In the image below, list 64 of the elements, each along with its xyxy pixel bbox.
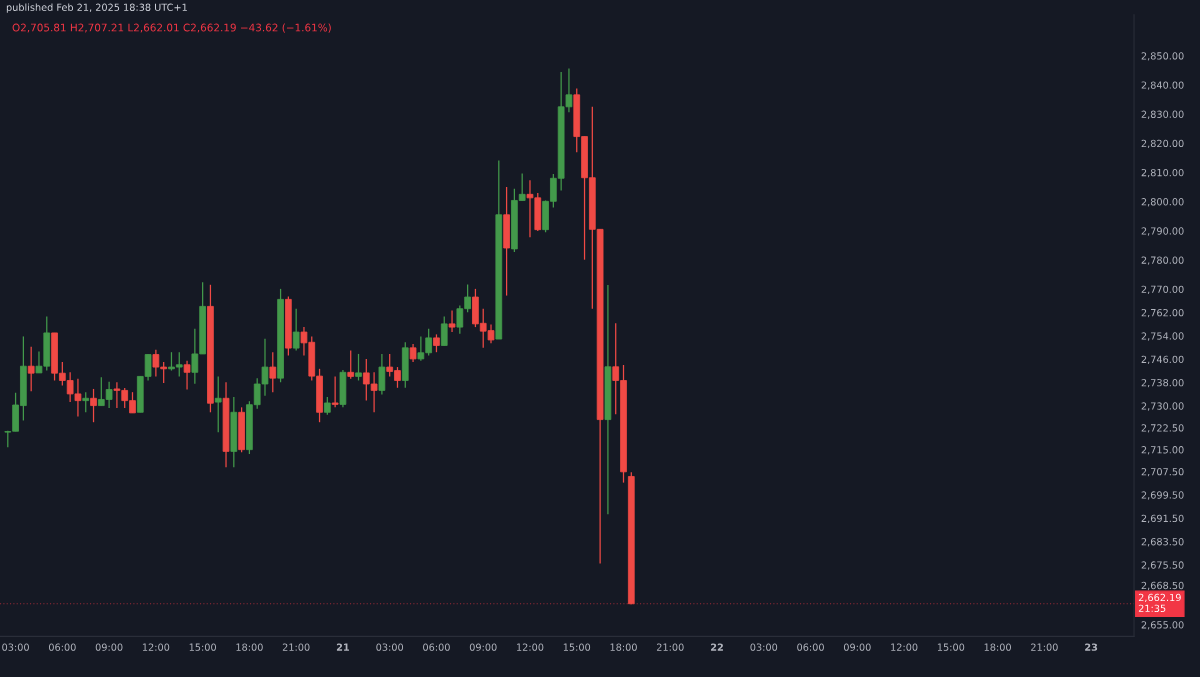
candlestick — [355, 353, 362, 382]
x-tick-label: 15:00 — [563, 643, 591, 651]
x-tick-label: 15:00 — [937, 643, 965, 651]
y-tick-label: 2,675.50 — [1141, 561, 1184, 570]
y-tick-label: 2,850.00 — [1141, 52, 1184, 61]
candlestick — [214, 375, 222, 433]
y-tick-label: 2,738.00 — [1141, 379, 1184, 388]
x-tick-label: 03:00 — [2, 643, 29, 651]
candlestick — [269, 351, 277, 393]
x-tick-label: 06:00 — [423, 643, 450, 651]
x-tick-label: 12:00 — [517, 643, 544, 651]
x-tick-label: 15:00 — [189, 643, 216, 651]
y-tick-label: 2,820.00 — [1141, 139, 1184, 149]
candlestick — [27, 346, 35, 392]
candlestick — [409, 343, 417, 363]
x-tick-label: 09:00 — [843, 643, 871, 651]
x-tick-label: 09:00 — [469, 643, 497, 651]
y-tick-label: 2,668.50 — [1141, 581, 1184, 591]
y-tick-label: 2,730.00 — [1141, 402, 1184, 411]
x-tick-label: 23 — [1085, 643, 1098, 651]
x-tick-label: 12:00 — [142, 643, 170, 651]
candlestick — [347, 349, 355, 380]
candlestick — [90, 388, 97, 423]
x-tick-label: 12:00 — [891, 643, 918, 651]
y-tick-label: 2,780.00 — [1141, 256, 1184, 265]
ref-line-label: 2,662.19 21:35 — [1138, 593, 1181, 612]
x-tick-label: 18:00 — [610, 643, 637, 651]
candlestick — [292, 308, 300, 352]
y-tick-label: 2,707.50 — [1141, 468, 1184, 477]
y-tick-label: 2,691.50 — [1141, 514, 1184, 524]
x-tick-label: 09:00 — [95, 643, 123, 651]
x-tick-label: 21 — [336, 643, 350, 651]
x-tick-label: 03:00 — [376, 643, 404, 651]
x-tick-label: 21:00 — [282, 643, 310, 651]
x-tick-label: 21:00 — [656, 643, 684, 651]
x-tick-label: 06:00 — [797, 643, 824, 651]
x-tick-label: 03:00 — [750, 643, 778, 651]
y-tick-label: 2,800.00 — [1141, 198, 1184, 207]
y-tick-label: 2,722.50 — [1141, 424, 1184, 433]
candlestick — [82, 391, 90, 413]
y-tick-label: 2,715.00 — [1141, 446, 1184, 455]
x-tick-label: 18:00 — [236, 643, 263, 651]
y-tick-label: 2,770.00 — [1141, 285, 1184, 294]
candlestick — [183, 360, 191, 391]
text: published Feb 21, 2025 18:38 UTC+1 — [6, 3, 187, 13]
x-tick-label: 06:00 — [48, 643, 76, 651]
x-tick-label: 21:00 — [1031, 643, 1058, 651]
y-tick-label: 2,840.00 — [1141, 81, 1184, 90]
y-tick-label: 2,830.00 — [1141, 110, 1184, 119]
annotation: O2,705.81 H2,707.21 L2,662.01 C2,662.19 −43.62 (−1.61%) — [12, 23, 331, 33]
y-tick-label: 2,683.50 — [1141, 538, 1184, 547]
y-tick-label: 2,746.00 — [1141, 355, 1184, 365]
candlestick — [440, 315, 448, 347]
candlestick — [331, 375, 339, 408]
y-tick-label: 2,762.00 — [1141, 308, 1184, 318]
y-tick-label: 2,810.00 — [1141, 168, 1184, 178]
x-tick-label: 22 — [711, 643, 723, 651]
y-tick-label: 2,790.00 — [1141, 227, 1184, 236]
x-tick-label: 18:00 — [984, 643, 1011, 651]
y-tick-label: 2,699.50 — [1141, 491, 1184, 500]
candlestick — [378, 353, 386, 396]
y-tick-label: 2,754.00 — [1141, 332, 1184, 341]
y-tick-label: 2,655.00 — [1141, 621, 1184, 630]
candlestick — [448, 309, 456, 333]
